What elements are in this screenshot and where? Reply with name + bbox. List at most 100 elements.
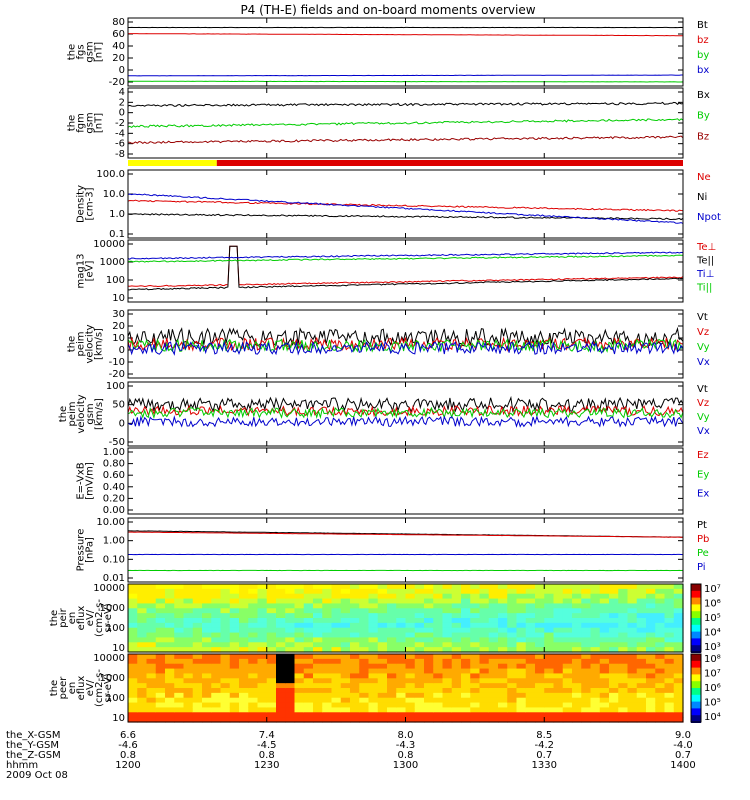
heatmap-cell [350,584,360,590]
heatmap-cell [239,707,249,713]
heatmap-cell [599,673,610,679]
heatmap-cell [192,608,203,614]
heatmap-cell [664,654,675,660]
heatmap-cell [479,697,490,704]
heatmap-cell [618,717,629,723]
heatmap-cell [673,598,684,605]
heatmap-cell [183,627,194,634]
heatmap-cell [192,683,203,689]
heatmap-cell [414,678,425,684]
heatmap-cell [507,688,518,694]
heatmap-cell [137,688,148,694]
heatmap-cell [165,697,175,704]
heatmap-cell [294,613,305,619]
y-axis-label: sr-eV) [103,603,114,632]
heatmap-cell [340,692,351,699]
heatmap-cell [192,668,203,675]
heatmap-cell [165,663,175,670]
heatmap-cell [627,588,638,595]
heatmap-cell [405,637,416,643]
heatmap-cell [211,637,222,643]
heatmap-cell [211,622,222,629]
heatmap-cell [350,593,360,600]
heatmap-cell [488,598,499,605]
heatmap-cell [322,712,333,718]
series-Bx-line [127,101,684,107]
heatmap-cell [525,637,536,643]
heatmap-cell [128,673,138,679]
heatmap-cell [183,717,194,723]
heatmap-cell [396,678,407,684]
heatmap-cell [192,632,203,639]
heatmap-cell [673,683,684,689]
heatmap-cell [340,707,351,713]
heatmap-cell [553,618,564,624]
ytick-label: 40 [112,41,125,52]
heatmap-cell [387,692,397,699]
heatmap-cell [433,584,444,590]
heatmap-cell [313,593,323,600]
heatmap-cell [155,673,166,679]
heatmap-cell [146,588,157,595]
heatmap-cell [165,598,175,605]
heatmap-cell [239,613,249,619]
heatmap-cell [368,658,379,665]
heatmap-cell [155,613,166,619]
heatmap-cell [146,668,157,675]
heatmap-cell [322,622,333,629]
heatmap-cell [414,692,425,699]
heatmap-cell [405,627,416,634]
heatmap-cell [553,683,564,689]
heatmap-cell [664,603,675,609]
heatmap-cell [137,608,148,614]
heatmap-cell [562,658,573,665]
heatmap-cell [257,637,268,643]
heatmap-cell [239,598,249,605]
ytick-label: 0.01 [103,573,125,584]
heatmap-cell [433,603,444,609]
heatmap-cell [479,717,490,723]
heatmap-cell [525,702,536,709]
heatmap-cell [294,608,305,614]
heatmap-cell [331,618,342,624]
heatmap-cell [285,717,296,723]
heatmap-cell [322,663,333,670]
heatmap-cell [202,637,212,643]
heatmap-cell [618,637,629,643]
heatmap-cell [581,712,592,718]
heatmap-cell [368,654,379,660]
heatmap-cell [535,598,545,605]
heatmap-cell [137,618,148,624]
heatmap-cell [257,678,268,684]
legend-Vx: Vx [697,357,710,368]
heatmap-cell [137,673,148,679]
heatmap-cell [350,627,360,634]
heatmap-cell [137,642,148,648]
heatmap-cell [211,627,222,634]
heatmap-cell [451,712,462,718]
heatmap-cell [146,663,157,670]
heatmap-cell [322,593,333,600]
heatmap-cell [174,622,185,629]
heatmap-cell [451,632,462,639]
heatmap-cell [322,717,333,723]
heatmap-cell [646,613,656,619]
heatmap-cell [572,658,582,665]
heatmap-cell [368,588,379,595]
heatmap-cell [377,642,388,648]
panel-elec_spec: 10000100010010thepeerenefluxeV/(cm2-s-sr… [49,653,721,724]
heatmap-cell [387,642,397,648]
heatmap-cell [322,688,333,694]
heatmap-cell [313,688,323,694]
heatmap-cell [165,627,175,634]
heatmap-cell [525,692,536,699]
heatmap-cell [322,647,333,653]
heatmap-cell [266,697,277,704]
y-axis-label: [nPa] [85,537,96,563]
heatmap-cell [211,613,222,619]
heatmap-cell [387,673,397,679]
heatmap-cell [636,593,647,600]
heatmap-cell [266,593,277,600]
heatmap-cell [220,654,231,660]
heatmap-cell [535,702,545,709]
